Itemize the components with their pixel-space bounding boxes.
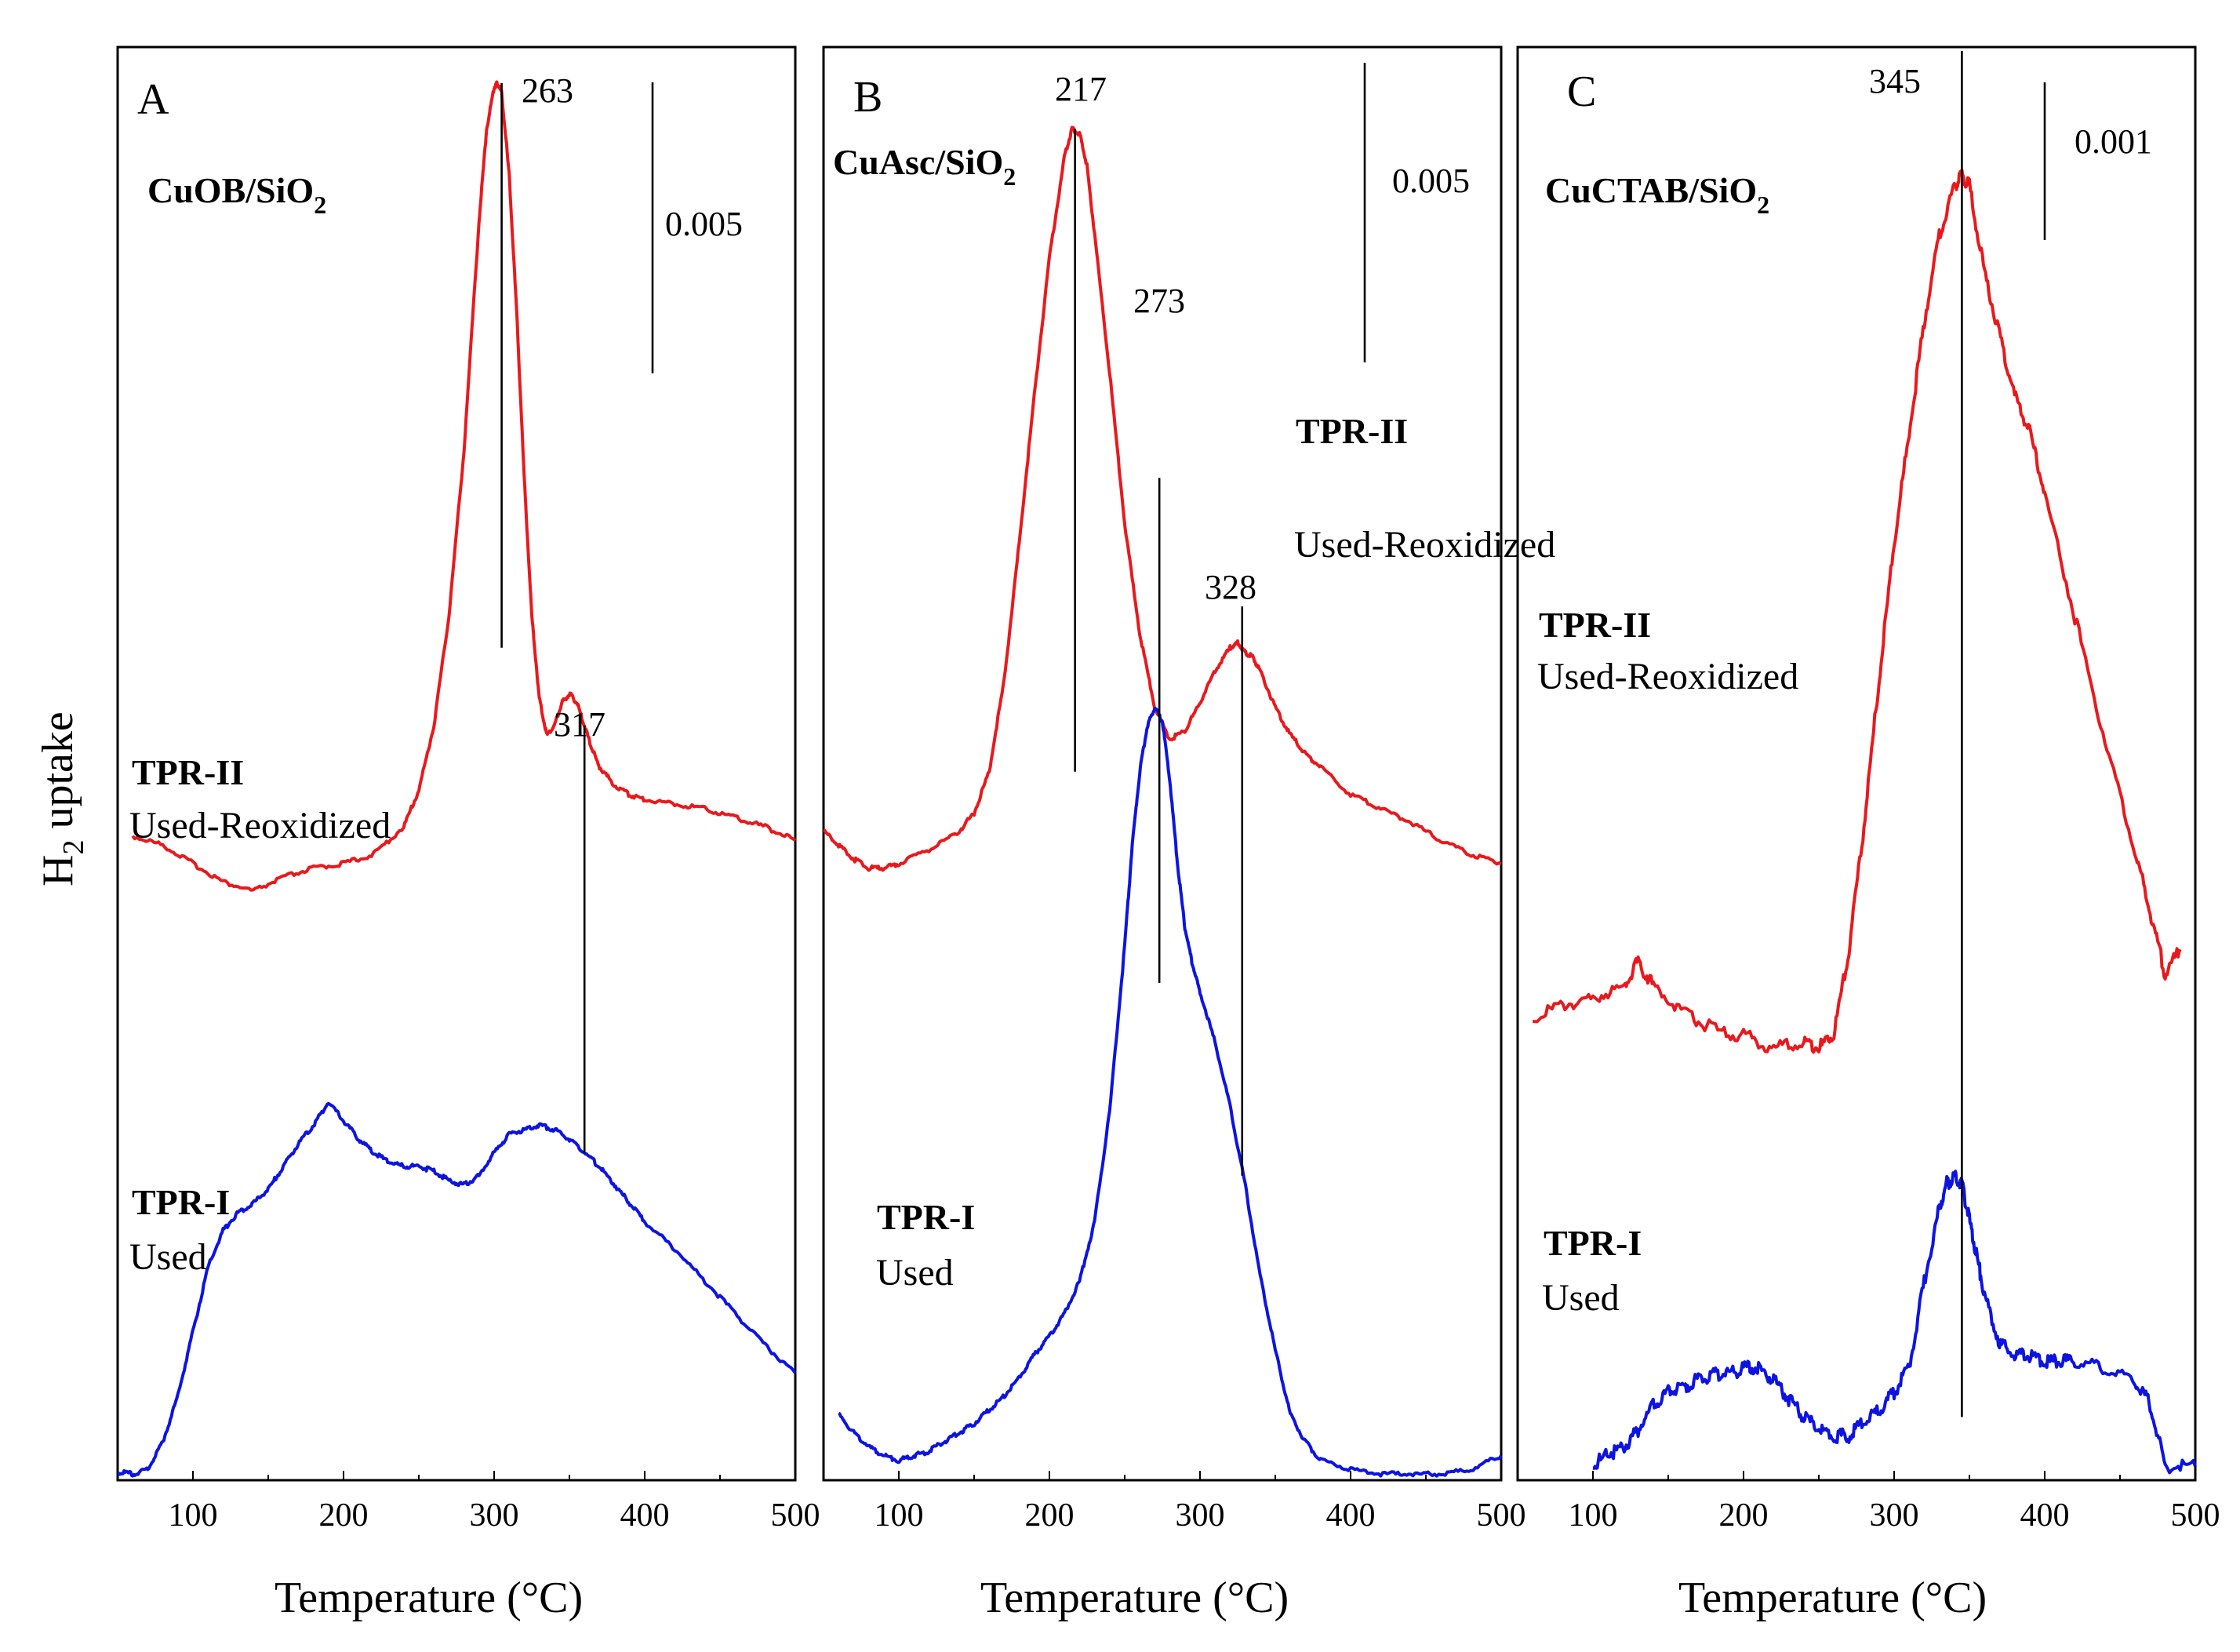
panel-b-letter: B — [853, 73, 882, 122]
peak-label-317: 317 — [554, 705, 605, 744]
x-tick-label-b-300: 300 — [1176, 1497, 1225, 1534]
tpr-i-label-a: TPR-I — [132, 1182, 230, 1222]
panel-c-frame — [1516, 45, 2197, 1482]
used-label-b: Used — [876, 1252, 954, 1294]
tpr-i-label-b: TPR-I — [877, 1197, 975, 1237]
panel-b-series — [823, 126, 1503, 1478]
panel-b-peak-markers — [1074, 129, 1244, 1176]
panel-b: 100 200 300 400 500 B CuAsc/SiO2 0.005 217 2… — [822, 45, 1555, 1622]
peak-label-328: 328 — [1205, 568, 1256, 606]
panel-b-x-ticks: 100 200 300 400 500 — [823, 1471, 1526, 1534]
x-tick-label-c-400: 400 — [2020, 1497, 2070, 1534]
panel-a-frame — [116, 45, 797, 1482]
x-tick-label-a-300: 300 — [470, 1497, 519, 1534]
x-tick-label-c-300: 300 — [1870, 1497, 1919, 1534]
panel-a-letter: A — [137, 75, 169, 124]
peak-label-263: 263 — [522, 71, 573, 110]
used-reoxidized-label-b: Used-Reoxidized — [1294, 524, 1555, 566]
series-line-a-tpr-i — [117, 1101, 797, 1478]
tpr-ii-label-a: TPR-II — [132, 752, 244, 792]
x-tick-label-a-500: 500 — [771, 1497, 820, 1534]
series-line-b-tpr-ii — [823, 126, 1502, 872]
used-reoxidized-label-c: Used-Reoxidized — [1537, 656, 1798, 697]
panel-c-scale-label: 0.001 — [2075, 122, 2152, 161]
panel-a-series — [117, 80, 797, 1478]
x-tick-label-c-100: 100 — [1569, 1497, 1618, 1534]
panel-a-peak-markers — [500, 82, 586, 1153]
x-tick-label-b-500: 500 — [1477, 1497, 1526, 1534]
y-axis-label: H2 uptake — [34, 711, 90, 886]
x-tick-label-a-100: 100 — [169, 1497, 218, 1534]
panel-c-series — [1533, 168, 2197, 1475]
x-tick-label-b-200: 200 — [1025, 1497, 1075, 1534]
series-line-b-tpr-i — [838, 707, 1503, 1478]
x-axis-label-a: Temperature (°C) — [275, 1574, 583, 1622]
panel-a-scale-label: 0.005 — [665, 205, 743, 243]
used-label-c: Used — [1542, 1277, 1620, 1319]
used-label-a: Used — [129, 1236, 207, 1278]
x-tick-label-b-400: 400 — [1326, 1497, 1376, 1534]
series-line-c-tpr-i — [1592, 1170, 2197, 1475]
panel-c: 100 200 300 400 500 C CuCTAB/SiO2 0.001 345 … — [1516, 45, 2220, 1622]
panel-a-x-ticks: 100 200 300 400 500 — [117, 1471, 820, 1534]
panel-a: 100 200 300 400 500 A CuOB/SiO2 0.005 263 31… — [116, 45, 820, 1622]
x-tick-label-a-400: 400 — [620, 1497, 670, 1534]
panel-a-sample-label: CuOB/SiO2 — [147, 170, 326, 219]
tpr-i-label-c: TPR-I — [1544, 1223, 1642, 1263]
panel-c-letter: C — [1567, 67, 1596, 116]
x-tick-label-a-200: 200 — [319, 1497, 369, 1534]
panel-c-sample-label: CuCTAB/SiO2 — [1545, 170, 1769, 219]
tpr-ii-label-b: TPR-II — [1296, 411, 1408, 451]
panel-b-scale-label: 0.005 — [1392, 162, 1470, 200]
peak-label-217: 217 — [1055, 70, 1107, 108]
peak-label-345: 345 — [1869, 62, 1921, 100]
panel-c-x-ticks: 100 200 300 400 500 — [1517, 1471, 2220, 1534]
x-tick-label-c-500: 500 — [2171, 1497, 2220, 1534]
series-line-c-tpr-ii — [1533, 168, 2182, 1054]
tpr-ii-label-c: TPR-II — [1539, 605, 1651, 645]
peak-label-273: 273 — [1133, 282, 1185, 320]
x-tick-label-c-200: 200 — [1719, 1497, 1769, 1534]
series-line-a-tpr-ii — [131, 80, 797, 892]
x-axis-label-b: Temperature (°C) — [980, 1574, 1289, 1622]
x-axis-label-c: Temperature (°C) — [1678, 1574, 1987, 1622]
panel-b-frame — [822, 45, 1503, 1482]
panel-b-sample-label: CuAsc/SiO2 — [833, 142, 1016, 191]
used-reoxidized-label-a: Used-Reoxidized — [129, 805, 391, 846]
x-tick-label-b-100: 100 — [875, 1497, 924, 1534]
